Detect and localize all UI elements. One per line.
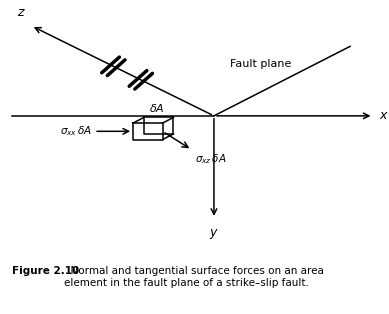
Text: $z$: $z$ xyxy=(17,6,26,19)
Text: $y$: $y$ xyxy=(209,227,219,241)
Text: $x$: $x$ xyxy=(379,109,389,122)
Text: $\sigma_{xx}\,\delta A$: $\sigma_{xx}\,\delta A$ xyxy=(60,124,92,138)
Text: Figure 2.10: Figure 2.10 xyxy=(12,266,79,276)
Text: Fault plane: Fault plane xyxy=(230,59,291,69)
Text: Normal and tangential surface forces on an area
element in the fault plane of a : Normal and tangential surface forces on … xyxy=(64,266,324,288)
Text: $\sigma_{xz}\,\delta A$: $\sigma_{xz}\,\delta A$ xyxy=(195,152,226,166)
Text: $\delta A$: $\delta A$ xyxy=(149,101,165,114)
